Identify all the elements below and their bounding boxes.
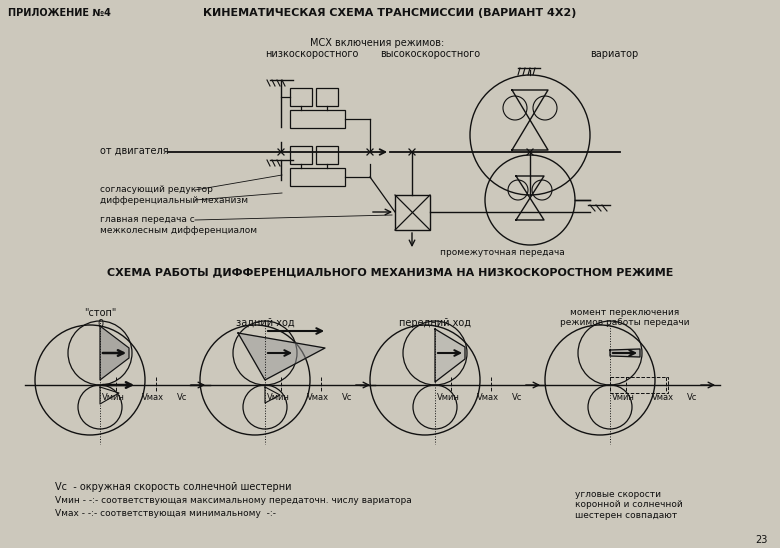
Text: ПРИЛОЖЕНИЕ №4: ПРИЛОЖЕНИЕ №4 <box>8 8 111 18</box>
Polygon shape <box>100 326 129 380</box>
Text: Vмах - -:- соответствующая минимальному  -:-: Vмах - -:- соответствующая минимальному … <box>55 509 276 518</box>
Text: Vс: Vс <box>177 393 187 402</box>
Polygon shape <box>435 329 465 382</box>
Text: Vс: Vс <box>512 393 522 402</box>
Text: Vмин: Vмин <box>101 393 125 402</box>
Text: Vмах: Vмах <box>477 393 499 402</box>
Text: 0: 0 <box>97 319 103 329</box>
Bar <box>290 168 345 186</box>
Text: МСХ включения режимов:: МСХ включения режимов: <box>310 38 445 48</box>
Text: вариатор: вариатор <box>590 49 638 59</box>
Text: СХЕМА РАБОТЫ ДИФФЕРЕНЦИАЛЬНОГО МЕХАНИЗМА НА НИЗКОСКОРОСТНОМ РЕЖИМЕ: СХЕМА РАБОТЫ ДИФФЕРЕНЦИАЛЬНОГО МЕХАНИЗМА… <box>107 267 673 277</box>
Text: Vмин - -:- соответствующая максимальному передаточн. числу вариатора: Vмин - -:- соответствующая максимальному… <box>55 496 412 505</box>
Text: Vмин: Vмин <box>612 393 634 402</box>
Text: задний ход: задний ход <box>236 318 294 328</box>
Text: промежуточная передача: промежуточная передача <box>440 248 565 257</box>
Bar <box>290 146 312 164</box>
Bar <box>316 146 338 164</box>
Text: Vмин: Vмин <box>267 393 289 402</box>
Text: 23: 23 <box>755 535 768 545</box>
Text: угловые скорости
коронной и солнечной
шестерен совпадают: угловые скорости коронной и солнечной ше… <box>575 490 682 520</box>
Text: Vмин: Vмин <box>437 393 459 402</box>
Text: Vмах: Vмах <box>307 393 329 402</box>
Text: "стоп": "стоп" <box>83 308 116 318</box>
Text: Vс: Vс <box>687 393 697 402</box>
Text: момент переключения
режимов работы передачи: момент переключения режимов работы перед… <box>560 308 690 327</box>
Bar <box>395 195 430 230</box>
Text: межколесным дифференциалом: межколесным дифференциалом <box>100 226 257 235</box>
Text: Vмах: Vмах <box>652 393 674 402</box>
Bar <box>610 377 668 393</box>
Text: КИНЕМАТИЧЕСКАЯ СХЕМА ТРАНСМИССИИ (ВАРИАНТ 4Х2): КИНЕМАТИЧЕСКАЯ СХЕМА ТРАНСМИССИИ (ВАРИАН… <box>204 8 576 18</box>
Text: Vс  - окружная скорость солнечной шестерни: Vс - окружная скорость солнечной шестерн… <box>55 482 292 492</box>
Text: главная передача с: главная передача с <box>100 215 195 224</box>
Text: передний ход: передний ход <box>399 318 471 328</box>
Polygon shape <box>610 349 640 357</box>
Text: согласующий редуктор: согласующий редуктор <box>100 185 213 194</box>
Text: от двигателя: от двигателя <box>100 146 168 156</box>
Bar <box>290 110 345 128</box>
Text: высокоскоростного: высокоскоростного <box>380 49 480 59</box>
Text: Vмах: Vмах <box>142 393 164 402</box>
Bar <box>316 88 338 106</box>
Polygon shape <box>238 333 325 380</box>
Text: низкоскоростного: низкоскоростного <box>265 49 358 59</box>
Text: Vс: Vс <box>342 393 353 402</box>
Bar <box>290 88 312 106</box>
Text: дифференциальный механизм: дифференциальный механизм <box>100 196 248 205</box>
